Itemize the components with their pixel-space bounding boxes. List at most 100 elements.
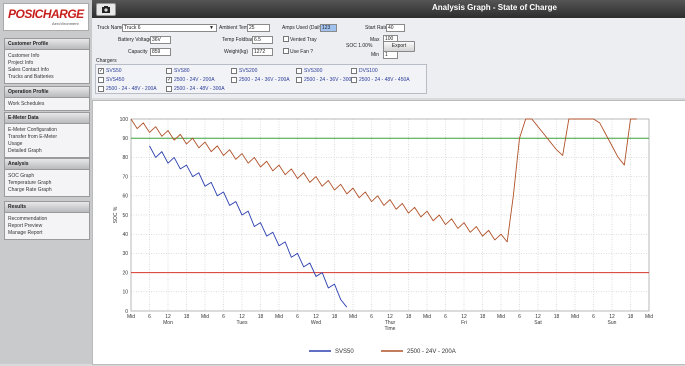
nav-item[interactable]: Charge Rate Graph xyxy=(8,186,52,193)
input[interactable]: 1272 xyxy=(252,48,273,56)
checkbox[interactable] xyxy=(166,68,172,74)
sidebar-section: Customer Profile Customer Info Project Inf… xyxy=(4,38,90,84)
charger-label: SVS200 xyxy=(239,68,258,74)
checkbox[interactable] xyxy=(351,68,357,74)
nav-item[interactable]: Manage Report xyxy=(8,229,43,236)
day-label: Mon xyxy=(163,320,173,326)
nav-item[interactable]: Work Schedules xyxy=(8,100,45,107)
x-tick-label: 18 xyxy=(184,314,190,320)
nav-item[interactable]: Usage xyxy=(8,140,23,147)
y-tick-label: 70 xyxy=(122,174,128,180)
checkbox[interactable] xyxy=(283,36,289,42)
checkbox[interactable] xyxy=(296,68,302,74)
truck-select[interactable]: Truck 6 ▼ xyxy=(122,24,217,32)
label: Amps Used (Daily) xyxy=(282,25,324,31)
x-tick-label: 6 xyxy=(296,314,299,320)
x-tick-label: 18 xyxy=(258,314,264,320)
charger-label: SVS50 xyxy=(106,68,122,74)
nav-item[interactable]: Detailed Graph xyxy=(8,147,42,154)
soc-text: SOC 1.00% xyxy=(346,43,373,49)
section-body: Recommendation Report Preview Manage Repor… xyxy=(5,213,89,239)
nav-item[interactable]: Customer Info xyxy=(8,52,40,59)
section-body: SOC Graph Temperature Graph Charge Rate Gr… xyxy=(5,170,89,196)
y-tick-label: 40 xyxy=(122,232,128,238)
label: Vented Tray xyxy=(290,37,317,43)
day-label: Wed xyxy=(311,320,321,326)
checkbox[interactable] xyxy=(283,48,289,54)
nav-item[interactable]: Trucks and Batteries xyxy=(8,73,54,80)
x-axis-label: Time xyxy=(385,326,396,332)
logo-brand: POSICHARGE xyxy=(8,7,84,21)
x-tick-label: 12 xyxy=(239,314,245,320)
y-tick-label: 50 xyxy=(122,213,128,219)
y-tick-label: 20 xyxy=(122,270,128,276)
checkbox[interactable]: ✓ xyxy=(98,68,104,74)
day-label: Sun xyxy=(608,320,617,326)
checkbox[interactable] xyxy=(166,86,172,92)
nav-item[interactable]: Report Preview xyxy=(8,222,43,229)
section-header[interactable]: E-Meter Data xyxy=(5,113,89,124)
nav-item[interactable]: Transfer from E-Meter xyxy=(8,133,57,140)
legend-label: 2500 - 24V - 200A xyxy=(407,349,456,355)
export-button[interactable]: Export xyxy=(383,41,415,52)
camera-button[interactable] xyxy=(96,3,116,16)
label: Battery Voltage xyxy=(118,37,152,43)
x-tick-label: 6 xyxy=(222,314,225,320)
charger-label: 2500 - 24 - 36V - 300A xyxy=(304,77,355,83)
x-tick-label: Mid xyxy=(201,314,209,320)
section-header[interactable]: Customer Profile xyxy=(5,39,89,50)
sidebar-section: E-Meter Data E-Meter Configuration Transfe… xyxy=(4,112,90,158)
checkbox[interactable] xyxy=(98,77,104,83)
label: Weight(kg) xyxy=(224,49,249,55)
checkbox[interactable] xyxy=(98,86,104,92)
nav-item[interactable]: Sales Contact Info xyxy=(8,66,49,73)
input[interactable]: 123 xyxy=(320,24,337,32)
nav-item[interactable]: SOC Graph xyxy=(8,172,35,179)
x-tick-label: 12 xyxy=(387,314,393,320)
x-tick-label: 6 xyxy=(370,314,373,320)
checkbox[interactable] xyxy=(296,77,302,83)
chart-panel: 0 10 20 30 40 50 60 70 80 90 100 Mid 6 12 18 Mid 6 12 18 Mi… xyxy=(92,100,685,365)
checkbox[interactable] xyxy=(351,77,357,83)
nav-item[interactable]: Temperature Graph xyxy=(8,179,52,186)
logo: POSICHARGE AeroVironment xyxy=(3,3,89,31)
x-tick-label: 12 xyxy=(461,314,467,320)
nav-item[interactable]: Recommendation xyxy=(8,215,48,222)
checkbox[interactable] xyxy=(231,77,237,83)
value: Truck 6 xyxy=(124,25,141,31)
y-tick-label: 10 xyxy=(122,290,128,296)
checkbox[interactable] xyxy=(231,68,237,74)
charger-label: 2500 - 24 - 48V - 450A xyxy=(359,77,410,83)
charger-label: 2500 - 24 - 48V - 200A xyxy=(106,86,157,92)
section-header[interactable]: Analysis xyxy=(5,159,89,170)
section-header[interactable]: Results xyxy=(5,202,89,213)
x-tick-label: 18 xyxy=(332,314,338,320)
nav-item[interactable]: Project Info xyxy=(8,59,34,66)
checkbox[interactable]: ✓ xyxy=(166,77,172,83)
x-tick-label: Mid xyxy=(275,314,283,320)
title-bar: Analysis Graph - State of Charge xyxy=(92,0,685,18)
label: Max xyxy=(370,37,380,43)
section-header[interactable]: Operation Profile xyxy=(5,87,89,98)
camera-icon xyxy=(102,6,110,13)
input[interactable]: 40 xyxy=(386,24,405,32)
input[interactable]: 859 xyxy=(150,48,171,56)
x-tick-label: Mid xyxy=(349,314,357,320)
chargers-title: Chargers xyxy=(96,58,117,64)
sidebar-section: Analysis SOC Graph Temperature Graph Charge… xyxy=(4,158,90,197)
charger-label: 2500 - 24V - 200A xyxy=(174,77,215,83)
y-tick-label: 60 xyxy=(122,194,128,200)
sidebar-section: Operation Profile Work Schedules xyxy=(4,86,90,111)
input[interactable]: 25 xyxy=(247,24,270,32)
nav-item[interactable]: E-Meter Configuration xyxy=(8,126,57,133)
label: Start Rate xyxy=(365,25,388,31)
day-label: Fri xyxy=(461,320,467,326)
x-tick-label: Mid xyxy=(497,314,505,320)
input[interactable]: 36V xyxy=(150,36,171,44)
input[interactable]: 1 xyxy=(383,51,398,59)
series-line xyxy=(130,118,637,243)
x-tick-label: 18 xyxy=(406,314,412,320)
x-tick-label: 12 xyxy=(313,314,319,320)
input[interactable]: 6.5 xyxy=(252,36,273,44)
charger-label: 2500 - 24 - 48V - 300A xyxy=(174,86,225,92)
